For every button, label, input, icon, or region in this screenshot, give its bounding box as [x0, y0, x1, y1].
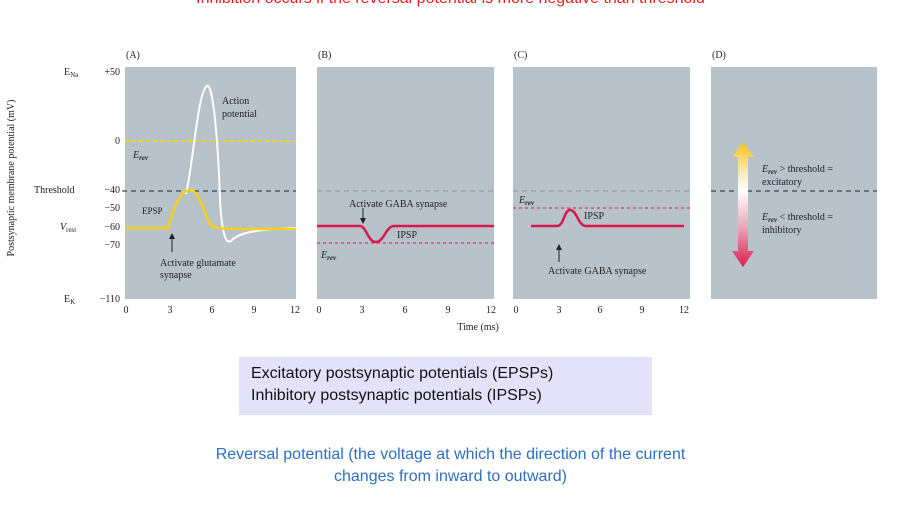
activate-glutamate-label-2: synapse — [160, 270, 192, 281]
y-label-70: −70 — [104, 240, 120, 251]
x-tick-a-9: 9 — [252, 305, 257, 316]
inhibitory-arrow-icon — [732, 191, 754, 267]
panel-c-background — [513, 67, 690, 299]
y-label-ek: EK — [64, 294, 75, 306]
epsp-label: EPSP — [142, 206, 163, 216]
gaba-stim-arrowhead-c — [556, 244, 562, 250]
excitatory-rule-line-2: excitatory — [762, 177, 802, 188]
epsp-definition: Excitatory postsynaptic potentials (EPSP… — [251, 365, 554, 382]
panel-a: Action potential Erev EPSP Activate glut… — [122, 67, 297, 299]
x-tick-c-0: 0 — [514, 305, 519, 316]
y-label-60: −60 — [104, 222, 120, 233]
panel-label-a: (A) — [126, 50, 140, 61]
x-tick-a-0: 0 — [124, 305, 129, 316]
x-tick-c-12: 12 — [679, 305, 689, 316]
excitatory-arrow-icon — [732, 142, 754, 191]
panel-label-b: (B) — [318, 50, 331, 61]
ipsp-definition: Inhibitory postsynaptic potentials (IPSP… — [251, 387, 542, 404]
x-tick-b-0: 0 — [317, 305, 322, 316]
panel-b-ipsp-trace — [317, 224, 494, 244]
panel-label-d: (D) — [712, 50, 726, 61]
action-potential-label-2: potential — [222, 109, 257, 120]
panel-c: Erev IPSP Activate GABA synapse — [513, 67, 690, 299]
reversal-note-line-1: Reversal potential (the voltage at which… — [215, 446, 686, 463]
membrane-potential-figure: Postsynaptic membrane potential (mV) ENa… — [6, 50, 877, 333]
glutamate-stim-arrowhead — [169, 233, 175, 239]
y-label-ena: ENa — [64, 67, 79, 79]
y-label-zero: 0 — [115, 136, 120, 147]
panel-b-background — [317, 67, 494, 299]
y-axis-title: Postsynaptic membrane potential (mV) — [6, 100, 17, 257]
reversal-note-line-2: changes from inward to outward) — [334, 468, 567, 485]
panel-b: Activate GABA synapse IPSP Erev — [317, 67, 494, 299]
x-tick-c-6: 6 — [598, 305, 603, 316]
action-potential-label-1: Action — [222, 96, 249, 107]
x-tick-b-3: 3 — [360, 305, 365, 316]
y-label-ek-value: −110 — [100, 294, 120, 305]
y-label-ena-value: +50 — [104, 67, 120, 78]
x-tick-b-6: 6 — [403, 305, 408, 316]
panel-b-erev-label: Erev — [320, 250, 337, 262]
panel-c-ipsp-label: IPSP — [584, 211, 604, 222]
panel-c-activate-label: Activate GABA synapse — [548, 266, 647, 277]
excitatory-rule-line-1: Erev > threshold = — [761, 164, 833, 176]
page-title: Inhibition occurs if the reversal potent… — [0, 0, 901, 8]
y-label-vrest: Vrest — [60, 222, 76, 234]
inhibitory-rule-line-2: inhibitory — [762, 225, 801, 236]
x-tick-b-12: 12 — [486, 305, 496, 316]
activate-glutamate-label-1: Activate glutamate — [160, 258, 236, 269]
x-axis-title: Time (ms) — [457, 322, 499, 333]
inhibitory-rule-line-1: Erev < threshold = — [761, 212, 833, 224]
panel-d: Erev > threshold = excitatory Erev < thr… — [711, 67, 877, 299]
y-label-50: −50 — [104, 203, 120, 214]
y-label-threshold: Threshold — [34, 185, 75, 196]
panel-b-activate-label: Activate GABA synapse — [349, 199, 448, 210]
panel-a-background — [125, 67, 296, 299]
psp-definition-box: Excitatory postsynaptic potentials (EPSP… — [239, 357, 652, 415]
action-potential-trace — [185, 84, 297, 243]
panel-b-ipsp-label: IPSP — [397, 230, 417, 241]
x-tick-a-12: 12 — [290, 305, 300, 316]
panel-a-erev-label: Erev — [132, 150, 149, 162]
panel-c-ipsp-trace — [531, 208, 684, 228]
x-tick-a-6: 6 — [210, 305, 215, 316]
epsp-trace — [125, 188, 297, 231]
x-tick-b-9: 9 — [446, 305, 451, 316]
panel-label-c: (C) — [514, 50, 527, 61]
y-label-40: −40 — [104, 185, 120, 196]
x-tick-c-3: 3 — [557, 305, 562, 316]
x-tick-c-9: 9 — [640, 305, 645, 316]
gaba-stim-arrowhead-b — [360, 218, 366, 224]
panel-c-erev-label: Erev — [518, 195, 535, 207]
x-tick-a-3: 3 — [168, 305, 173, 316]
